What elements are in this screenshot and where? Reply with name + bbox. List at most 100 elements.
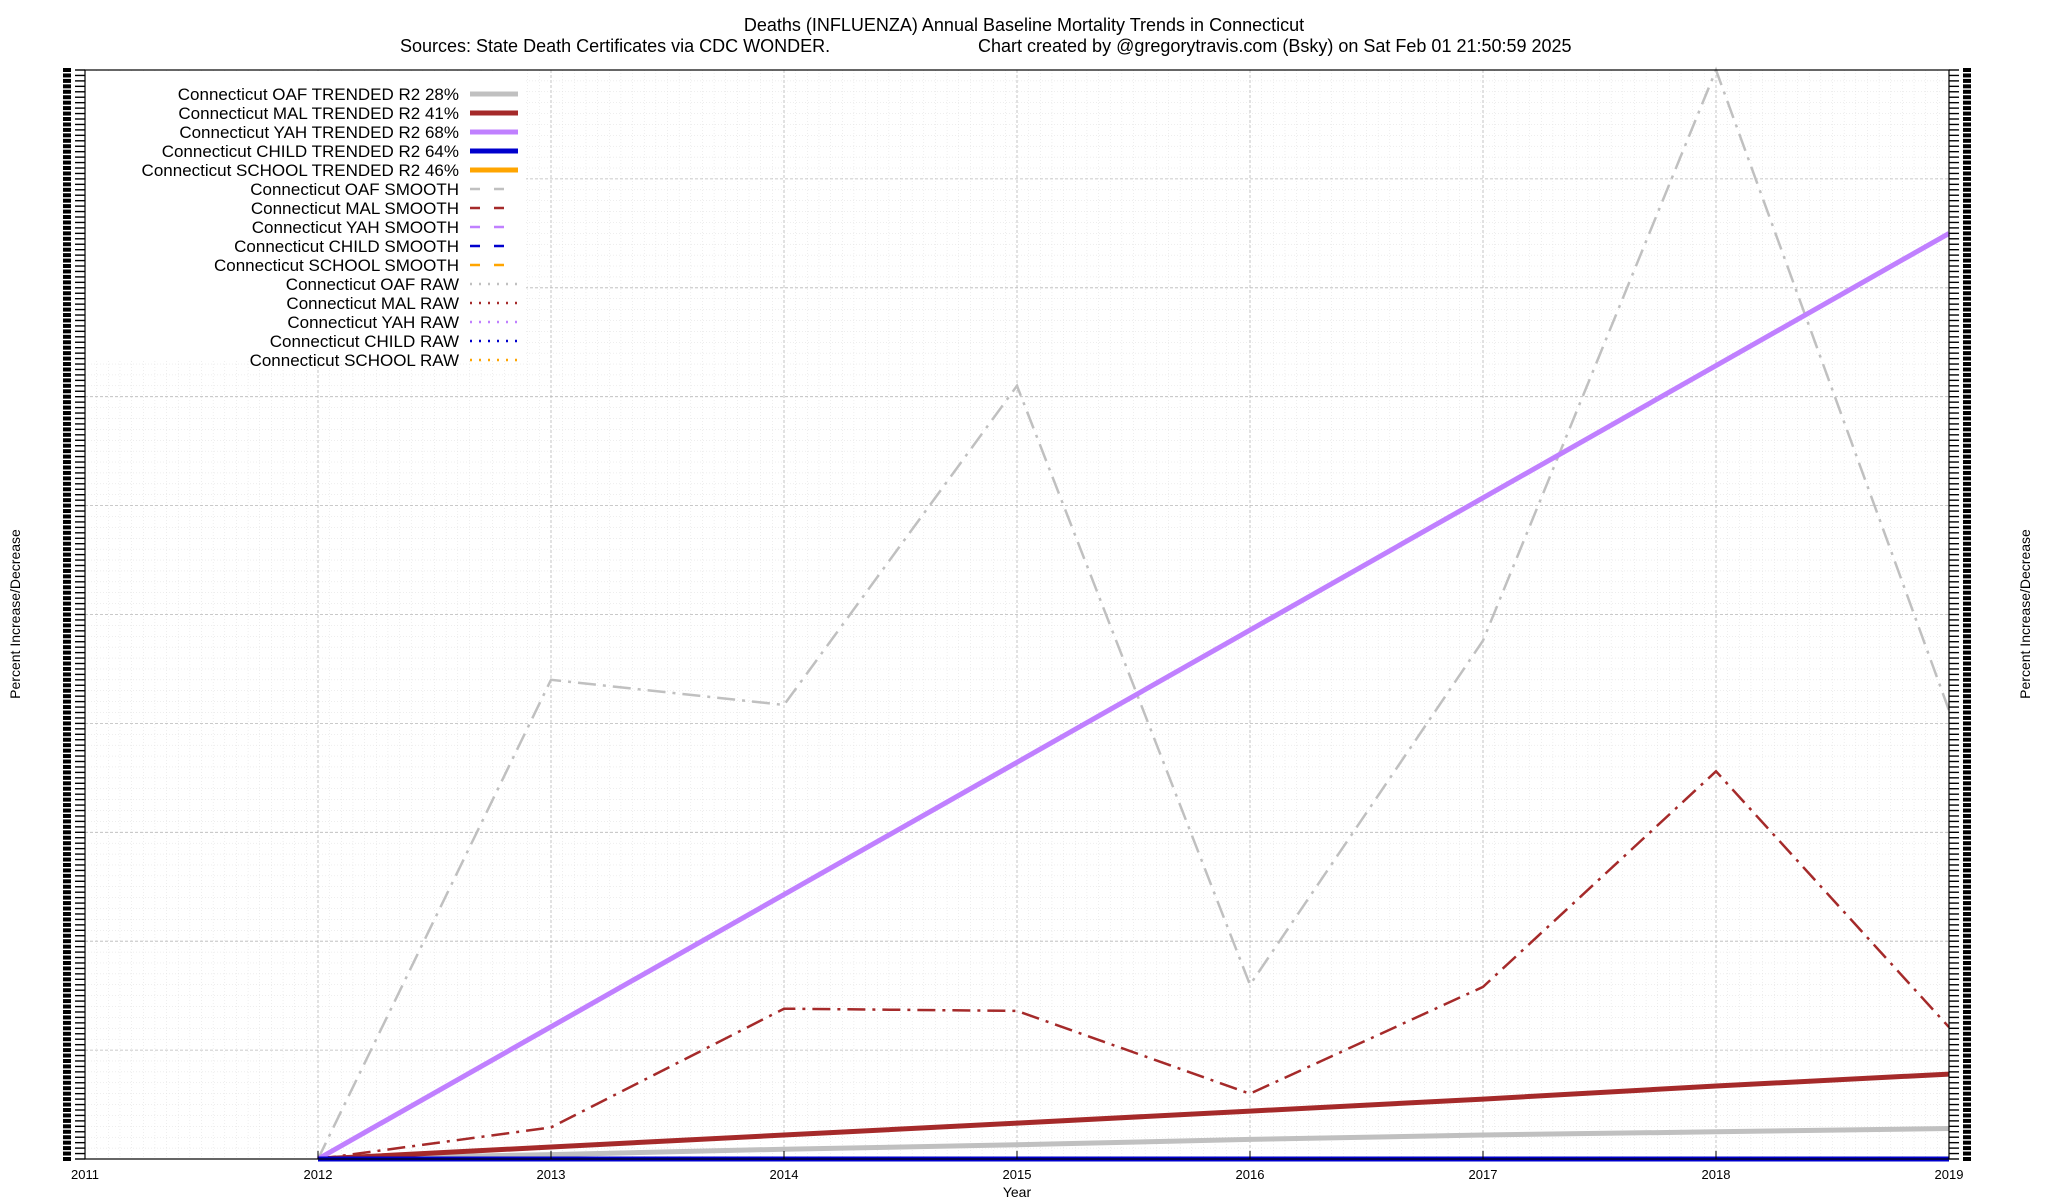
y2-tick-label-block — [1963, 411, 1971, 416]
y2-tick-label-block — [1963, 911, 1971, 916]
y-tick-label-block — [63, 607, 71, 612]
y2-tick-label-block — [1963, 726, 1971, 731]
y2-tick-label-block — [1963, 1146, 1971, 1151]
y-tick-label-block — [63, 552, 71, 557]
y-tick-label-block — [63, 890, 71, 895]
y-tick-label-block — [63, 492, 71, 497]
y-tick-label-block — [63, 939, 71, 944]
y2-tick-label-block — [1963, 383, 1971, 388]
y2-tick-label-block — [1963, 470, 1971, 475]
y2-tick-label-block — [1963, 775, 1971, 780]
y2-tick-label-block — [1963, 568, 1971, 573]
y-tick-label-block — [63, 307, 71, 312]
y2-tick-label-block — [1963, 176, 1971, 181]
y-tick-label-block — [63, 329, 71, 334]
y2-tick-label-block — [1963, 236, 1971, 241]
y2-tick-label-block — [1963, 688, 1971, 693]
y-tick-label-block — [63, 394, 71, 399]
y2-tick-label-block — [1963, 1140, 1971, 1145]
y2-tick-label-block — [1963, 748, 1971, 753]
y-tick-label-block — [63, 601, 71, 606]
y2-tick-label-block — [1963, 138, 1971, 143]
y2-tick-label-block — [1963, 1042, 1971, 1047]
y-tick-label-block — [63, 944, 71, 949]
y2-tick-label-block — [1963, 852, 1971, 857]
legend-label: Connecticut MAL SMOOTH — [251, 199, 459, 218]
y2-tick-label-block — [1963, 405, 1971, 410]
y2-tick-label-block — [1963, 950, 1971, 955]
y-tick-label-block — [63, 530, 71, 535]
y2-tick-label-block — [1963, 73, 1971, 78]
y-tick-label-block — [63, 519, 71, 524]
y-tick-label-block — [63, 242, 71, 247]
y-tick-label-block — [63, 111, 71, 116]
y-tick-label-block — [63, 449, 71, 454]
y-tick-label-block — [63, 498, 71, 503]
y2-tick-label-block — [1963, 884, 1971, 889]
y-tick-label-block — [63, 1037, 71, 1042]
legend-label: Connecticut OAF SMOOTH — [250, 180, 459, 199]
y-tick-label-block — [63, 764, 71, 769]
y2-tick-label-block — [1963, 1048, 1971, 1053]
y2-tick-label-block — [1963, 977, 1971, 982]
y-tick-label-block — [63, 917, 71, 922]
series-line — [316, 231, 1951, 1162]
y-tick-label-block — [63, 977, 71, 982]
y-tick-label-block — [63, 743, 71, 748]
y2-tick-label-block — [1963, 922, 1971, 927]
y2-tick-label-block — [1963, 182, 1971, 187]
y2-tick-label-block — [1963, 694, 1971, 699]
x-tick-label: 2017 — [1469, 1167, 1498, 1182]
y2-tick-label-block — [1963, 541, 1971, 546]
y2-tick-label-block — [1963, 601, 1971, 606]
y-tick-label-block — [63, 160, 71, 165]
y-tick-label-block — [63, 715, 71, 720]
y-tick-label-block — [63, 988, 71, 993]
y-tick-label-block — [63, 1048, 71, 1053]
y-tick-label-block — [63, 699, 71, 704]
y2-tick-label-block — [1963, 966, 1971, 971]
y2-tick-label-block — [1963, 345, 1971, 350]
y2-tick-label-block — [1963, 677, 1971, 682]
legend-label: Connecticut YAH TRENDED R2 68% — [179, 123, 459, 142]
legend-label: Connecticut SCHOOL TRENDED R2 46% — [142, 161, 459, 180]
y2-tick-label-block — [1963, 835, 1971, 840]
y2-tick-label-block — [1963, 699, 1971, 704]
y2-tick-label-block — [1963, 68, 1971, 72]
y2-tick-label-block — [1963, 617, 1971, 622]
y-tick-label-block — [63, 285, 71, 290]
y2-tick-label-block — [1963, 307, 1971, 312]
y-tick-label-block — [63, 536, 71, 541]
y2-tick-label-block — [1963, 117, 1971, 122]
x-axis-ticks: 2011 2012 2013 2014 2015 2016 2017 2018 2019 — [71, 1151, 1963, 1182]
y2-tick-label-block — [1963, 498, 1971, 503]
y-tick-label-block — [63, 264, 71, 269]
y-tick-label-block — [63, 514, 71, 519]
y2-tick-label-block — [1963, 661, 1971, 666]
legend-label: Connecticut SCHOOL SMOOTH — [214, 256, 459, 275]
y-tick-label-block — [63, 89, 71, 94]
y-tick-label-block — [63, 1102, 71, 1107]
y-tick-label-block — [63, 334, 71, 339]
y-tick-label-block — [63, 215, 71, 220]
y2-tick-label-block — [1963, 198, 1971, 203]
y-tick-label-block — [63, 182, 71, 187]
y2-tick-label-block — [1963, 628, 1971, 633]
y-tick-label-block — [63, 372, 71, 377]
y-tick-label-block — [63, 797, 71, 802]
y2-tick-label-block — [1963, 253, 1971, 258]
y-tick-label-block — [63, 106, 71, 111]
y-tick-label-block — [63, 623, 71, 628]
y2-tick-label-block — [1963, 982, 1971, 987]
y-tick-label-block — [63, 302, 71, 307]
y2-tick-label-block — [1963, 764, 1971, 769]
y-tick-label-block — [63, 999, 71, 1004]
y-tick-label-block — [63, 590, 71, 595]
y2-tick-label-block — [1963, 460, 1971, 465]
y2-tick-label-block — [1963, 111, 1971, 116]
y-tick-label-block — [63, 122, 71, 127]
y-tick-label-block — [63, 1140, 71, 1145]
legend-label: Connecticut OAF RAW — [286, 275, 459, 294]
y-tick-label-block — [63, 558, 71, 563]
y-tick-label-block — [63, 454, 71, 459]
